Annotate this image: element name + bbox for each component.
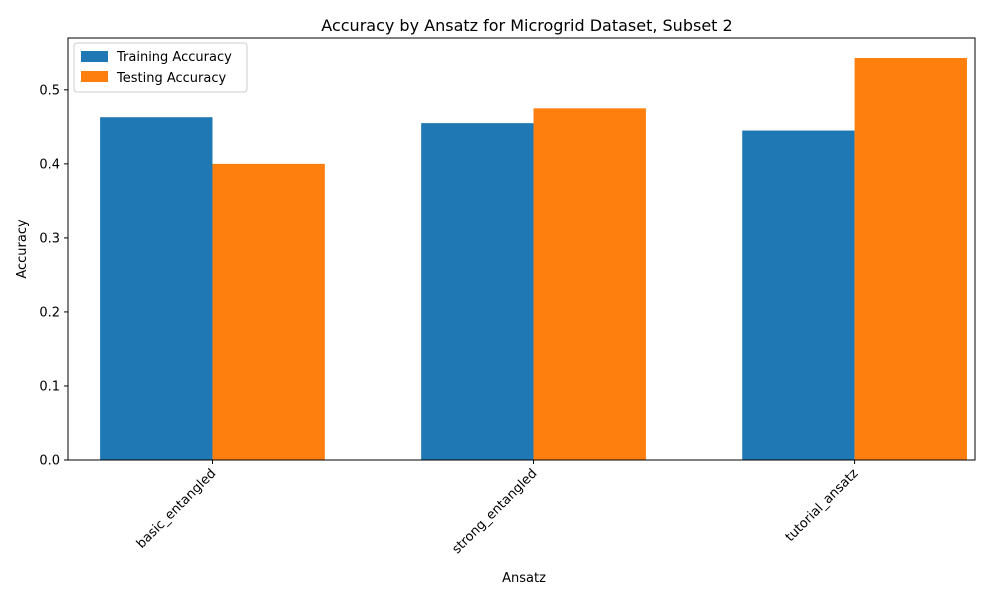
bar-training-strong_entangled — [421, 123, 534, 460]
bar-testing-basic_entangled — [212, 163, 325, 461]
legend-label-training: Training Accuracy — [116, 50, 232, 65]
y-axis-ticks: 0.0 0.1 0.2 0.3 0.4 0.5 — [39, 83, 68, 469]
bar-testing-strong_entangled — [533, 108, 646, 460]
y-tick-label: 0.5 — [39, 83, 60, 98]
legend: Training Accuracy Testing Accuracy — [73, 42, 248, 93]
x-axis-title: Ansatz — [502, 571, 546, 586]
y-tick-label: 0.4 — [39, 157, 60, 172]
legend-swatch-training — [81, 51, 108, 62]
y-tick-label: 0.0 — [39, 454, 60, 469]
chart-title: Accuracy by Ansatz for Microgrid Dataset… — [321, 16, 732, 35]
x-tick-label: basic_entangled — [134, 466, 219, 551]
bar-training-tutorial_ansatz — [742, 130, 855, 461]
y-tick-label: 0.3 — [39, 231, 60, 246]
plot-area-frame — [67, 37, 976, 461]
x-tick-label: strong_entangled — [449, 466, 540, 557]
bar-testing-tutorial_ansatz — [854, 57, 967, 461]
legend-frame — [73, 42, 248, 93]
y-tick-label: 0.1 — [39, 379, 60, 394]
y-tick-label: 0.2 — [39, 305, 60, 320]
bars-layer — [100, 57, 967, 461]
legend-swatch-testing — [81, 71, 108, 82]
x-tick-label: tutorial_ansatz — [783, 466, 862, 545]
legend-label-testing: Testing Accuracy — [116, 71, 226, 86]
x-axis-ticks: basic_entangled strong_entangled tutorial_… — [134, 460, 862, 557]
y-axis-title: Accuracy — [15, 219, 30, 279]
bar-training-basic_entangled — [100, 117, 213, 460]
